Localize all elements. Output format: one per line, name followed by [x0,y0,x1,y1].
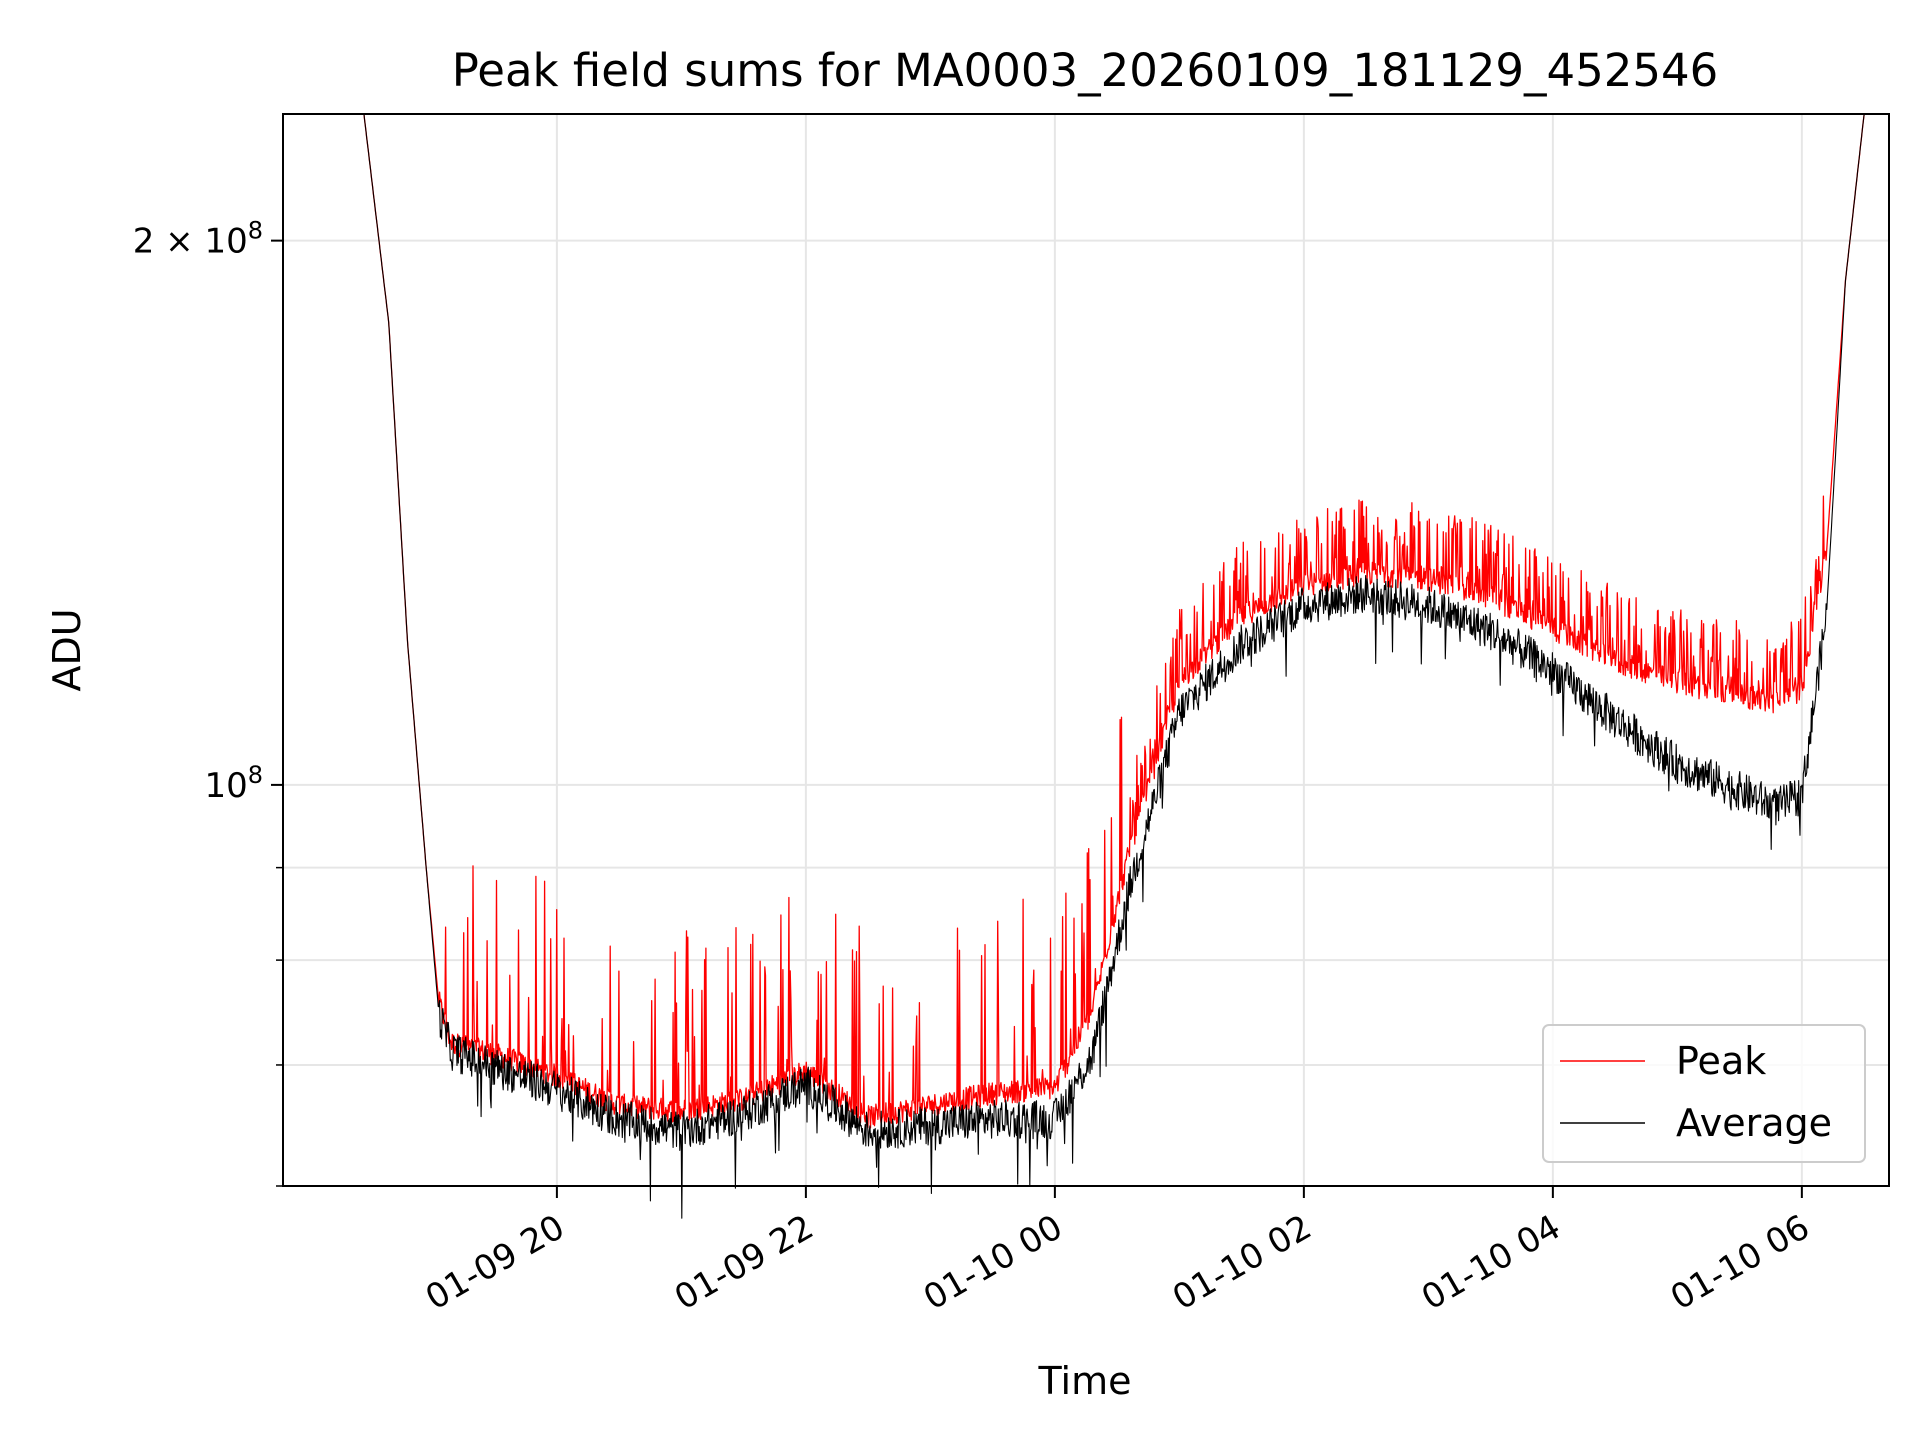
chart-title: Peak field sums for MA0003_20260109_1811… [452,44,1719,97]
y-axis: 108 2 × 108 [133,217,283,1187]
legend-label-average: Average [1676,1101,1832,1145]
legend-box [1542,1024,1866,1163]
series-layer [283,113,1889,1219]
legend: Peak Average [1542,1024,1866,1163]
y-axis-label: ADU [45,608,89,691]
x-axis-label: Time [1038,1359,1132,1403]
plot-frame [282,113,1890,1187]
y-tick-label: 108 [204,761,263,806]
series-peak-line [283,113,1889,1129]
series-average-line [283,113,1889,1219]
legend-label-peak: Peak [1676,1039,1766,1083]
y-tick-label: 2 × 108 [133,217,263,262]
